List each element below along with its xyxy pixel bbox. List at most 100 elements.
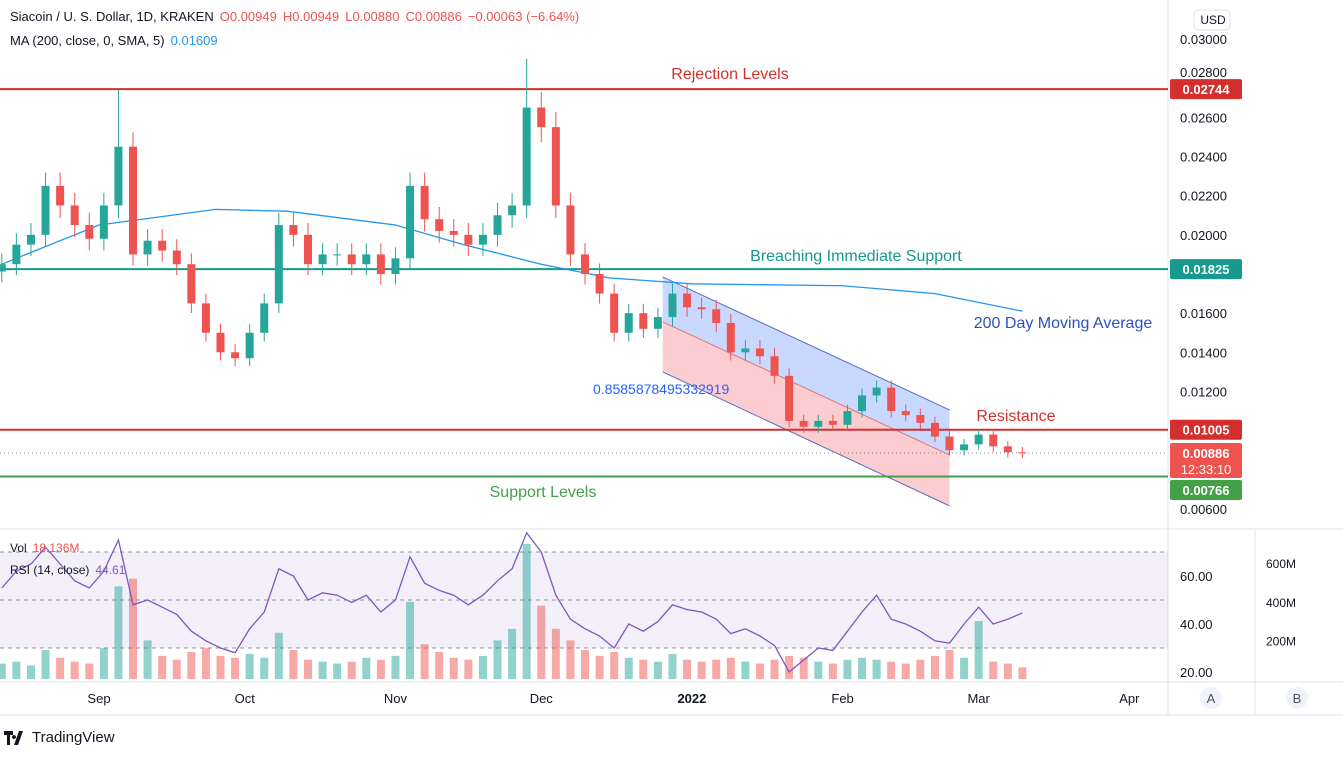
candle-body (595, 274, 604, 294)
volume-bar (1003, 663, 1012, 679)
level-price-label: 0.00766 (1183, 483, 1230, 498)
candle (318, 243, 327, 276)
candle (916, 408, 925, 429)
candle-body (974, 434, 983, 445)
candle-body (333, 254, 342, 256)
candle (99, 192, 108, 251)
candle (391, 247, 400, 285)
candle-body (566, 205, 575, 255)
volume-bar (289, 650, 298, 679)
candle (989, 428, 998, 452)
candle-body (522, 107, 531, 206)
volume-bar (639, 659, 648, 679)
volume-bar (770, 659, 779, 679)
volume-tick-label: 600M (1266, 557, 1296, 571)
candle-body (916, 415, 925, 423)
scale-button-a[interactable] (1200, 687, 1222, 709)
channel-lower-line (662, 371, 950, 507)
candle-body (624, 313, 633, 333)
price-tick-label: 0.03000 (1180, 32, 1227, 47)
rsi-tick-label: 20.00 (1180, 665, 1213, 680)
candle (785, 368, 794, 428)
ohlc-high: H0.00949 (282, 9, 340, 24)
volume-bar (85, 663, 94, 679)
candle (610, 283, 619, 342)
price-tick-label: 0.02200 (1180, 189, 1227, 204)
candle (887, 380, 896, 418)
volume-bar (843, 659, 852, 679)
candle-body (828, 420, 837, 425)
ma-label[interactable]: MA (200, close, 0, SMA, 5) (10, 33, 165, 48)
volume-bar (143, 640, 152, 679)
volume-bar (362, 657, 371, 679)
candle-body (755, 348, 764, 357)
candle-body (56, 185, 65, 206)
candle (406, 172, 415, 270)
volume-bar (581, 650, 589, 679)
candle (216, 323, 225, 361)
rsi-tick-label: 60.00 (1180, 569, 1213, 584)
tradingview-logo-icon (4, 730, 23, 745)
volume-tick-label: 200M (1266, 634, 1296, 648)
volume-bar (478, 655, 487, 679)
volume-bar (887, 661, 896, 679)
volume-legend: Vol 18.136M (10, 541, 85, 555)
volume-bar (187, 651, 196, 679)
volume-bar (114, 586, 123, 679)
candle (41, 172, 50, 247)
volume-bar (872, 659, 881, 679)
volume-bar (318, 661, 327, 679)
level-price-tag (1170, 79, 1242, 100)
candle-body (843, 411, 852, 425)
volume-bar (99, 648, 108, 679)
volume-bar (172, 659, 181, 679)
candle (143, 229, 152, 266)
candle-body (610, 293, 619, 333)
time-tick-label: Sep (87, 691, 110, 706)
candle (828, 414, 837, 431)
candle (624, 303, 633, 342)
candle-body (887, 387, 896, 412)
candle (508, 192, 517, 228)
volume-bar (624, 657, 633, 679)
candle-body (129, 146, 138, 255)
tradingview-logo[interactable]: TradingView (4, 729, 115, 746)
vol-label[interactable]: Vol (10, 541, 27, 555)
candle (770, 348, 779, 384)
candle-body (960, 444, 969, 451)
volume-bar (697, 661, 706, 679)
volume-bar (741, 661, 750, 679)
time-tick-label: Mar (967, 691, 990, 706)
candle-body (478, 234, 487, 245)
volume-bar (916, 659, 925, 679)
volume-bar (391, 655, 400, 679)
rsi-label[interactable]: RSI (14, close) (10, 563, 90, 577)
candle (376, 243, 385, 285)
volume-bar (960, 657, 969, 679)
candle-body (551, 127, 560, 206)
symbol-title[interactable]: Siacoin / U. S. Dollar, 1D, KRAKEN (10, 9, 214, 24)
candle (362, 243, 371, 276)
candle-body (70, 205, 79, 226)
volume-bar (493, 640, 502, 679)
volume-bar (376, 659, 385, 679)
volume-bar (930, 655, 939, 679)
volume-bar (201, 648, 210, 679)
scale-button-b[interactable] (1286, 687, 1308, 709)
volume-bar (231, 657, 240, 679)
last-price-tag (1170, 442, 1242, 478)
candle (129, 132, 138, 266)
volume-bar (989, 661, 998, 679)
candle (347, 243, 356, 276)
volume-bar (712, 659, 721, 679)
candle (741, 340, 750, 361)
candle (333, 243, 342, 266)
time-tick-label: 2022 (677, 691, 706, 706)
candle (653, 307, 662, 338)
rsi-legend: RSI (14, close) 44.61 (10, 563, 131, 577)
candle-body (989, 434, 998, 447)
candle-body (143, 240, 152, 255)
volume-bar (683, 659, 692, 679)
